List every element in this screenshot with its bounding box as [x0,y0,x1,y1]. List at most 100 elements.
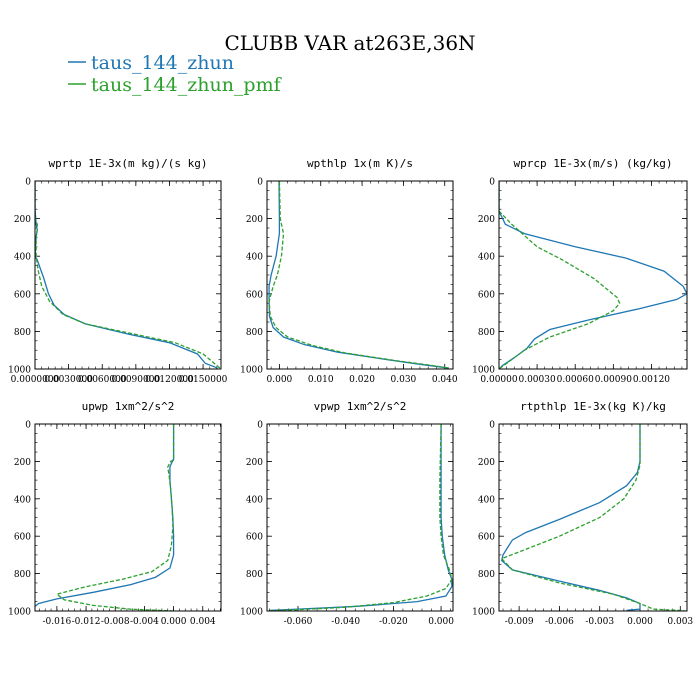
x-tick-label: 0.0000000 [11,375,60,385]
y-tick-label: 400 [478,253,495,263]
x-tick-label: 0.0150000 [179,375,228,385]
x-tick-label: -0.016 [42,617,71,627]
x-tick-label: 0.003 [667,617,693,627]
x-tick-label: 0.000 [161,617,187,627]
y-tick-label: 600 [246,290,263,300]
x-tick-label: 0.000 [428,617,454,627]
y-tick-label: 800 [478,328,495,338]
plot-frame [498,423,688,612]
y-tick-label: 400 [246,495,263,505]
y-tick-label: 600 [478,290,495,300]
y-tick-label: 200 [246,215,263,225]
y-tick-label: 0 [489,178,495,188]
y-tick-label: 800 [478,570,495,580]
x-tick-label: 0.00060 [557,375,594,385]
plot-frame [34,180,222,370]
y-tick-label: 200 [14,215,31,225]
x-tick-label: 0.0120000 [145,375,194,385]
y-tick-label: 0 [489,421,495,431]
panel-title: rtpthlp 1E-3x(kg K)/kg [520,400,666,413]
y-tick-label: 0 [25,178,31,188]
series-line-taus-144-zhun-pmf [55,424,175,611]
x-tick-label: -0.020 [379,617,408,627]
y-tick-label: 200 [246,458,263,468]
x-tick-label: 0.030 [391,375,417,385]
y-tick-label: 600 [478,533,495,543]
x-tick-label: -0.003 [585,617,614,627]
series-line-taus-144-zhun [268,181,449,369]
y-tick-label: 1000 [8,366,31,376]
x-tick-label: 0.0090000 [112,375,161,385]
legend-label-zhun: taus_144_zhun [91,52,234,74]
y-tick-label: 800 [246,328,263,338]
y-tick-label: 200 [478,458,495,468]
panel-1: wprtp 1E-3x(m kg)/(s kg) 0 200 400 600 800 100… [8,157,228,385]
x-tick-label: 0.004 [190,617,216,627]
x-tick-label: -0.012 [72,617,101,627]
x-tick-label: 0.020 [349,375,375,385]
y-tick-label: 200 [14,458,31,468]
x-tick-label: 0.0060000 [78,375,127,385]
panel-2: wpthlp 1x(m K)/s 0 200 400 600 800 1000 0.000 0.… [240,157,458,385]
panel-title: vpwp 1xm^2/s^2 [314,400,407,413]
series-line-taus-144-zhun [499,181,687,369]
y-tick-label: 800 [14,570,31,580]
series-line-taus-144-zhun [269,424,453,611]
panel-6: rtpthlp 1E-3x(kg K)/kg 0 200 400 600 800 1000 -… [472,400,693,627]
y-tick-label: 400 [14,253,31,263]
x-tick-label: -0.006 [545,617,574,627]
y-tick-label: 800 [14,328,31,338]
y-tick-label: 400 [14,495,31,505]
y-tick-label: 200 [478,215,495,225]
panel-title: wprtp 1E-3x(m kg)/(s kg) [49,157,208,170]
legend: taus_144_zhun taus_144_zhun_pmf [68,52,283,96]
y-tick-label: 0 [25,421,31,431]
x-tick-label: 0.000 [267,375,293,385]
panel-title: upwp 1xm^2/s^2 [82,400,175,413]
panel-5: vpwp 1xm^2/s^2 0 200 400 600 800 1000 -0.060 -0.… [240,400,454,627]
series-line-taus-144-zhun-pmf [268,181,449,369]
y-tick-label: 600 [14,290,31,300]
y-tick-label: 1000 [8,608,31,618]
y-tick-label: 0 [257,178,263,188]
series-line-taus-144-zhun-pmf [500,424,685,611]
plot-frame [498,180,688,370]
plot-frame [266,180,454,370]
y-tick-label: 600 [14,533,31,543]
series-line-taus-144-zhun-pmf [269,424,453,611]
x-tick-label: -0.060 [284,617,313,627]
x-tick-label: 0.00120 [633,375,670,385]
figure-title: CLUBB VAR at263E,36N [224,31,475,55]
y-tick-label: 1000 [472,366,495,376]
plot-frame [266,423,454,612]
panel-title: wpthlp 1x(m K)/s [307,157,413,170]
y-tick-label: 1000 [240,366,263,376]
x-tick-label: 0.00090 [595,375,632,385]
y-tick-label: 0 [257,421,263,431]
series-line-taus-144-zhun-pmf [35,181,221,369]
x-tick-label: 0.00030 [518,375,555,385]
y-tick-label: 1000 [472,608,495,618]
series-line-taus-144-zhun [500,424,641,611]
y-tick-label: 1000 [240,608,263,618]
x-tick-label: -0.008 [101,617,130,627]
series-line-taus-144-zhun-pmf [499,181,621,369]
panel-3: wprcp 1E-3x(m/s) (kg/kg) 0 200 400 600 800 100… [472,157,688,385]
x-tick-label: 0.040 [432,375,458,385]
panel-title: wprcp 1E-3x(m/s) (kg/kg) [514,157,673,170]
x-tick-label: 0.0030000 [44,375,93,385]
x-tick-label: 0.00000 [480,375,517,385]
series-line-taus-144-zhun [35,181,218,369]
panels: wprtp 1E-3x(m kg)/(s kg) 0 200 400 600 800 100… [8,157,693,627]
x-tick-label: 0.010 [308,375,334,385]
series-line-taus-144-zhun [35,424,175,607]
y-tick-label: 400 [478,495,495,505]
y-tick-label: 600 [246,533,263,543]
plot-frame [34,423,222,612]
y-tick-label: 400 [246,253,263,263]
legend-label-zhun-pmf: taus_144_zhun_pmf [91,74,283,96]
x-tick-label: 0.000 [627,617,653,627]
x-tick-label: -0.004 [130,617,159,627]
